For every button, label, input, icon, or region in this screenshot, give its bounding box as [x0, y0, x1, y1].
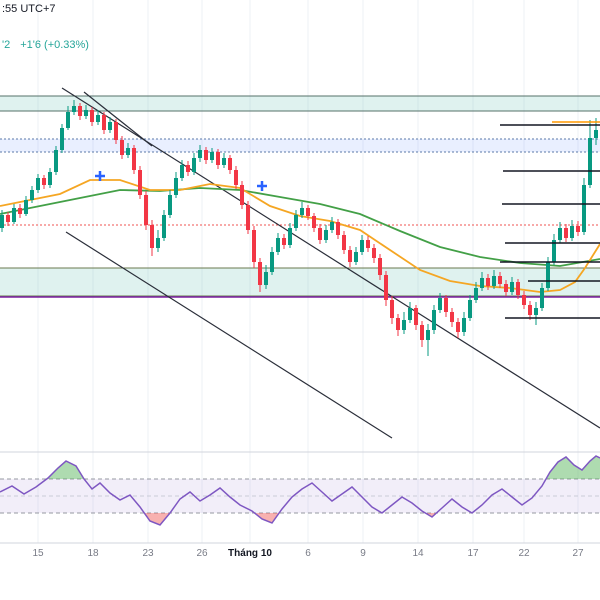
- legend-time-text: :55 UTC+7: [2, 3, 56, 15]
- x-axis-label: 27: [572, 548, 584, 559]
- x-axis-label: Tháng 10: [228, 548, 272, 559]
- oscillator-oversold-fill: [0, 513, 600, 525]
- x-axis-label: 17: [467, 548, 479, 559]
- oscillator-line: [0, 455, 600, 526]
- x-axis-label: 9: [360, 548, 366, 559]
- x-axis-label: 14: [412, 548, 424, 559]
- short-level-lines[interactable]: [500, 121, 600, 319]
- price-zones[interactable]: [0, 95, 600, 297]
- x-axis-label: 26: [196, 548, 208, 559]
- x-axis-label: 15: [32, 548, 44, 559]
- legend-change-text: +1'6 (+0.33%): [20, 39, 89, 51]
- time-axis[interactable]: 15 18 23 26 Tháng 10 6 9 14 17 22 27: [32, 548, 584, 559]
- x-axis-label: 6: [305, 548, 311, 559]
- oscillator-overbought-fill: [0, 456, 600, 479]
- ma-slow-line: [0, 187, 600, 267]
- cross-markers[interactable]: [95, 171, 267, 191]
- trendlines[interactable]: [61, 87, 600, 439]
- horizontal-level-lines[interactable]: [0, 224, 600, 298]
- x-axis-label: 23: [142, 548, 154, 559]
- legend-price-fragment: '2: [2, 39, 11, 51]
- x-axis-label: 22: [518, 548, 530, 559]
- x-axis-label: 18: [87, 548, 99, 559]
- candlestick-series: [0, 100, 598, 356]
- ma-fast-line: [0, 179, 600, 293]
- symbol-legend: :55 UTC+7 '2 +1'6 (+0.33%): [2, 2, 89, 52]
- oscillator-panel[interactable]: [0, 455, 600, 526]
- legend-change-row: '2 +1'6 (+0.33%): [2, 38, 89, 52]
